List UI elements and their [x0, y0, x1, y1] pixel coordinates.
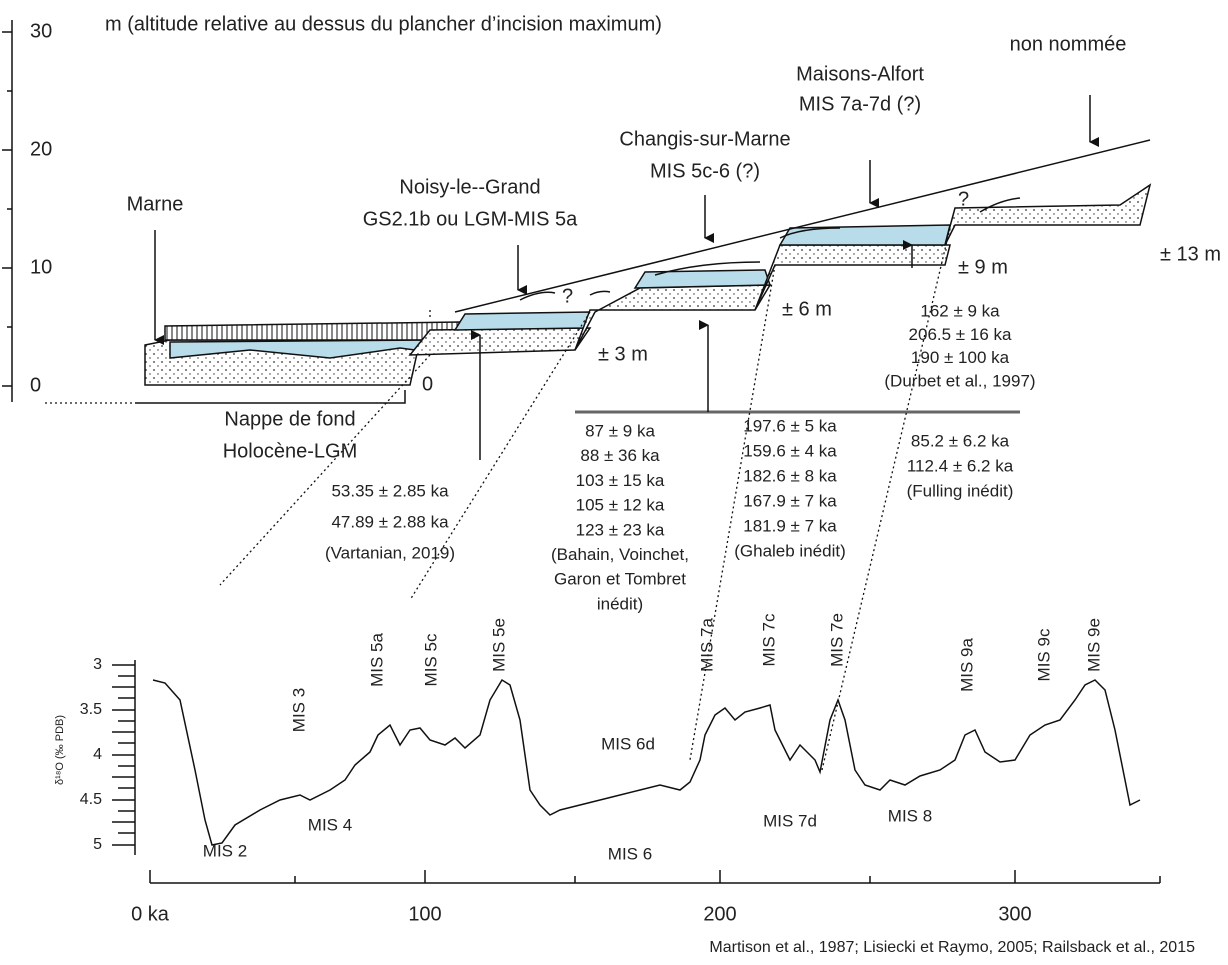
axis-label: δ¹⁸O (‰ PDB) [54, 715, 66, 785]
date: 159.6 ± 4 ka [743, 441, 837, 460]
stage: MIS 9a [957, 638, 976, 692]
height: ± 13 m [1160, 243, 1221, 265]
date: 197.6 ± 5 ka [743, 416, 837, 435]
date: (Bahain, Voinchet, [551, 545, 689, 564]
site: Noisy-le--Grand [399, 176, 540, 198]
question: ? [958, 188, 969, 210]
y-tick: 4 [93, 746, 102, 763]
date: 53.35 ± 2.85 ka [331, 481, 449, 500]
date: 162 ± 9 ka [920, 301, 1000, 320]
y-tick: 3.5 [80, 701, 102, 718]
tick: 20 [30, 138, 52, 160]
height: 0 [422, 373, 433, 395]
date: (Durbet et al., 1997) [884, 371, 1035, 390]
title: m (altitude relative au dessus du planch… [105, 13, 662, 35]
date: 88 ± 36 ka [580, 446, 660, 465]
curve: 33.544.55 δ¹⁸O (‰ PDB) 0 ka 100 200 300 … [54, 613, 1195, 956]
date: 105 ± 12 ka [576, 496, 665, 515]
x-tick: 300 [998, 903, 1031, 925]
x-tick: 0 ka [131, 903, 170, 925]
height: ± 3 m [598, 343, 648, 365]
site: Marne [127, 193, 184, 215]
question: ? [562, 285, 573, 307]
date: 123 ± 23 ka [576, 520, 665, 539]
stage: MIS 6d [601, 734, 655, 753]
period: GS2.1b ou LGM-MIS 5a [363, 208, 578, 230]
height: ± 6 m [782, 298, 832, 320]
stage: MIS 8 [888, 806, 932, 825]
dates: 53.35 ± 2.85 ka 47.89 ± 2.88 ka (Vartanian… [325, 301, 1036, 613]
date: 47.89 ± 2.88 ka [331, 512, 449, 531]
y-ticks: 3 3.5 4 4.5 5 [80, 656, 135, 853]
period: MIS 7a-7d (?) [799, 93, 921, 115]
date: 103 ± 15 ka [576, 471, 665, 490]
site: Maisons-Alfort [796, 63, 924, 85]
tick: 10 [30, 256, 52, 278]
date: 112.4 ± 6.2 ka [907, 456, 1014, 475]
stage: MIS 5e [489, 618, 508, 672]
stage: MIS 9c [1034, 628, 1053, 681]
date: 190 ± 100 ka [911, 348, 1010, 367]
stage: MIS 5a [367, 633, 386, 687]
tick: 30 [30, 20, 52, 42]
section: 30 20 10 0 m (altitude relative au dessu… [2, 13, 1221, 771]
stage: MIS 7e [827, 613, 846, 667]
date: 87 ± 9 ka [585, 421, 655, 440]
y-tick: 3 [93, 656, 102, 673]
date: Garon et Tombret [554, 570, 686, 589]
date: 181.9 ± 7 ka [743, 516, 837, 535]
stage: MIS 6 [608, 844, 652, 863]
nappe: Holocène-LGM [223, 440, 358, 462]
y-tick: 5 [93, 836, 102, 853]
stage: MIS 5c [421, 633, 440, 686]
axis-ticks [2, 31, 12, 387]
date: (Vartanian, 2019) [325, 543, 455, 562]
date: 85.2 ± 6.2 ka [911, 431, 1010, 450]
stage: MIS 3 [289, 688, 308, 732]
stage: MIS 2 [203, 841, 247, 860]
y-tick: 4.5 [80, 791, 102, 808]
date: (Fulling inédit) [907, 481, 1014, 500]
stage: MIS 7a [697, 618, 716, 672]
source: Martison et al., 1987; Lisiecki et Raymo… [709, 939, 1195, 956]
stage: MIS 9e [1084, 618, 1103, 672]
site: non nommée [1010, 33, 1127, 55]
stage: MIS 7c [759, 613, 778, 666]
date: 167.9 ± 7 ka [743, 491, 837, 510]
isotope-curve [152, 678, 1141, 846]
x-tick: 100 [408, 903, 441, 925]
date: (Ghaleb inédit) [734, 541, 846, 560]
tick: 0 [30, 374, 41, 396]
date: inédit) [597, 594, 643, 613]
date: 182.6 ± 8 ka [743, 466, 837, 485]
stage: MIS 7d [763, 811, 817, 830]
stages: MIS 3 MIS 5a MIS 5c MIS 5e MIS 7a MIS 7c MIS 7… [203, 613, 1104, 863]
date: 206.5 ± 16 ka [909, 325, 1012, 344]
x-tick: 200 [703, 903, 736, 925]
nappe: Nappe de fond [224, 408, 355, 430]
height: ± 9 m [958, 256, 1008, 278]
period: MIS 5c-6 (?) [650, 160, 760, 182]
stage: MIS 4 [308, 815, 352, 834]
site: Changis-sur-Marne [619, 128, 790, 150]
